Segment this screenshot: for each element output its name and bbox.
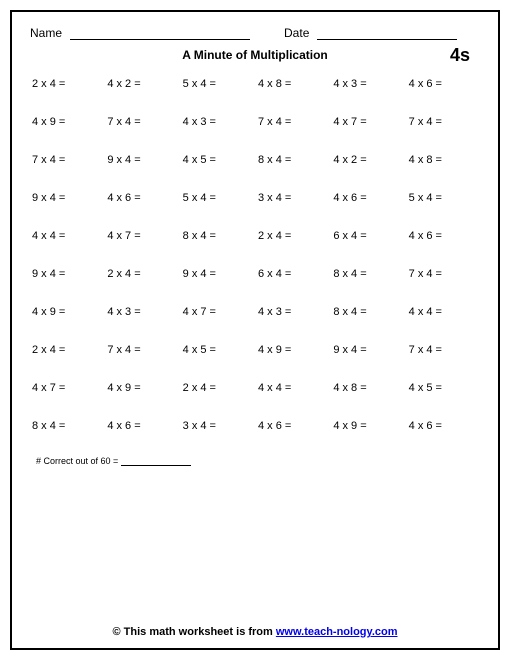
problem-cell: 8 x 4 = [183,230,252,242]
problem-cell: 5 x 4 = [409,192,478,204]
problem-cell: 9 x 4 = [183,268,252,280]
problem-cell: 4 x 4 = [258,382,327,394]
problem-cell: 2 x 4 = [258,230,327,242]
problem-cell: 5 x 4 = [183,78,252,90]
problem-cell: 8 x 4 = [333,306,402,318]
name-blank[interactable] [70,26,250,40]
problem-cell: 4 x 5 = [183,344,252,356]
problem-cell: 2 x 4 = [32,78,101,90]
problem-cell: 4 x 4 = [409,306,478,318]
score-line: # Correct out of 60 = [36,456,480,466]
score-label: # Correct out of 60 = [36,456,118,466]
problem-cell: 4 x 5 = [183,154,252,166]
score-blank[interactable] [121,456,191,466]
problem-cell: 4 x 6 = [409,420,478,432]
problem-cell: 2 x 4 = [32,344,101,356]
problem-cell: 7 x 4 = [409,344,478,356]
footer-prefix: © This math worksheet is from [113,626,276,638]
problem-cell: 3 x 4 = [183,420,252,432]
problem-cell: 9 x 4 = [32,268,101,280]
factor-label: 4s [450,45,470,66]
name-label: Name [30,26,62,40]
problem-cell: 4 x 2 = [333,154,402,166]
problem-cell: 7 x 4 = [258,116,327,128]
problem-cell: 6 x 4 = [258,268,327,280]
problem-cell: 7 x 4 = [409,116,478,128]
problem-cell: 7 x 4 = [409,268,478,280]
problem-cell: 4 x 6 = [258,420,327,432]
problem-cell: 4 x 3 = [183,116,252,128]
header-line: Name Date [30,26,480,40]
problem-cell: 4 x 9 = [333,420,402,432]
problem-cell: 9 x 4 = [333,344,402,356]
problem-cell: 7 x 4 = [32,154,101,166]
problem-cell: 4 x 7 = [32,382,101,394]
problem-cell: 4 x 3 = [107,306,176,318]
title-row: A Minute of Multiplication 4s [30,48,480,62]
problem-cell: 9 x 4 = [32,192,101,204]
problem-cell: 4 x 3 = [258,306,327,318]
problem-cell: 4 x 7 = [183,306,252,318]
problem-cell: 4 x 6 = [409,78,478,90]
worksheet-title: A Minute of Multiplication [182,48,328,62]
problem-cell: 4 x 9 = [258,344,327,356]
problem-cell: 4 x 8 = [258,78,327,90]
problem-cell: 4 x 3 = [333,78,402,90]
date-label: Date [284,26,309,40]
problems-grid: 2 x 4 = 4 x 2 = 5 x 4 = 4 x 8 = 4 x 3 = 4 x 6… [30,78,480,432]
problem-cell: 8 x 4 = [258,154,327,166]
problem-cell: 2 x 4 = [107,268,176,280]
problem-cell: 8 x 4 = [32,420,101,432]
problem-cell: 4 x 8 = [333,382,402,394]
problem-cell: 7 x 4 = [107,116,176,128]
footer-link[interactable]: www.teach-nology.com [276,626,398,638]
problem-cell: 4 x 9 = [32,306,101,318]
problem-cell: 7 x 4 = [107,344,176,356]
problem-cell: 4 x 2 = [107,78,176,90]
problem-cell: 8 x 4 = [333,268,402,280]
problem-cell: 5 x 4 = [183,192,252,204]
problem-cell: 9 x 4 = [107,154,176,166]
problem-cell: 4 x 6 = [333,192,402,204]
problem-cell: 4 x 6 = [409,230,478,242]
footer: © This math worksheet is from www.teach-… [12,626,498,638]
problem-cell: 4 x 7 = [107,230,176,242]
problem-cell: 4 x 8 = [409,154,478,166]
problem-cell: 4 x 7 = [333,116,402,128]
problem-cell: 4 x 6 = [107,420,176,432]
problem-cell: 4 x 4 = [32,230,101,242]
problem-cell: 6 x 4 = [333,230,402,242]
problem-cell: 3 x 4 = [258,192,327,204]
worksheet-page: Name Date A Minute of Multiplication 4s … [10,10,500,650]
problem-cell: 2 x 4 = [183,382,252,394]
problem-cell: 4 x 9 = [107,382,176,394]
problem-cell: 4 x 5 = [409,382,478,394]
date-blank[interactable] [317,26,457,40]
problem-cell: 4 x 9 = [32,116,101,128]
problem-cell: 4 x 6 = [107,192,176,204]
